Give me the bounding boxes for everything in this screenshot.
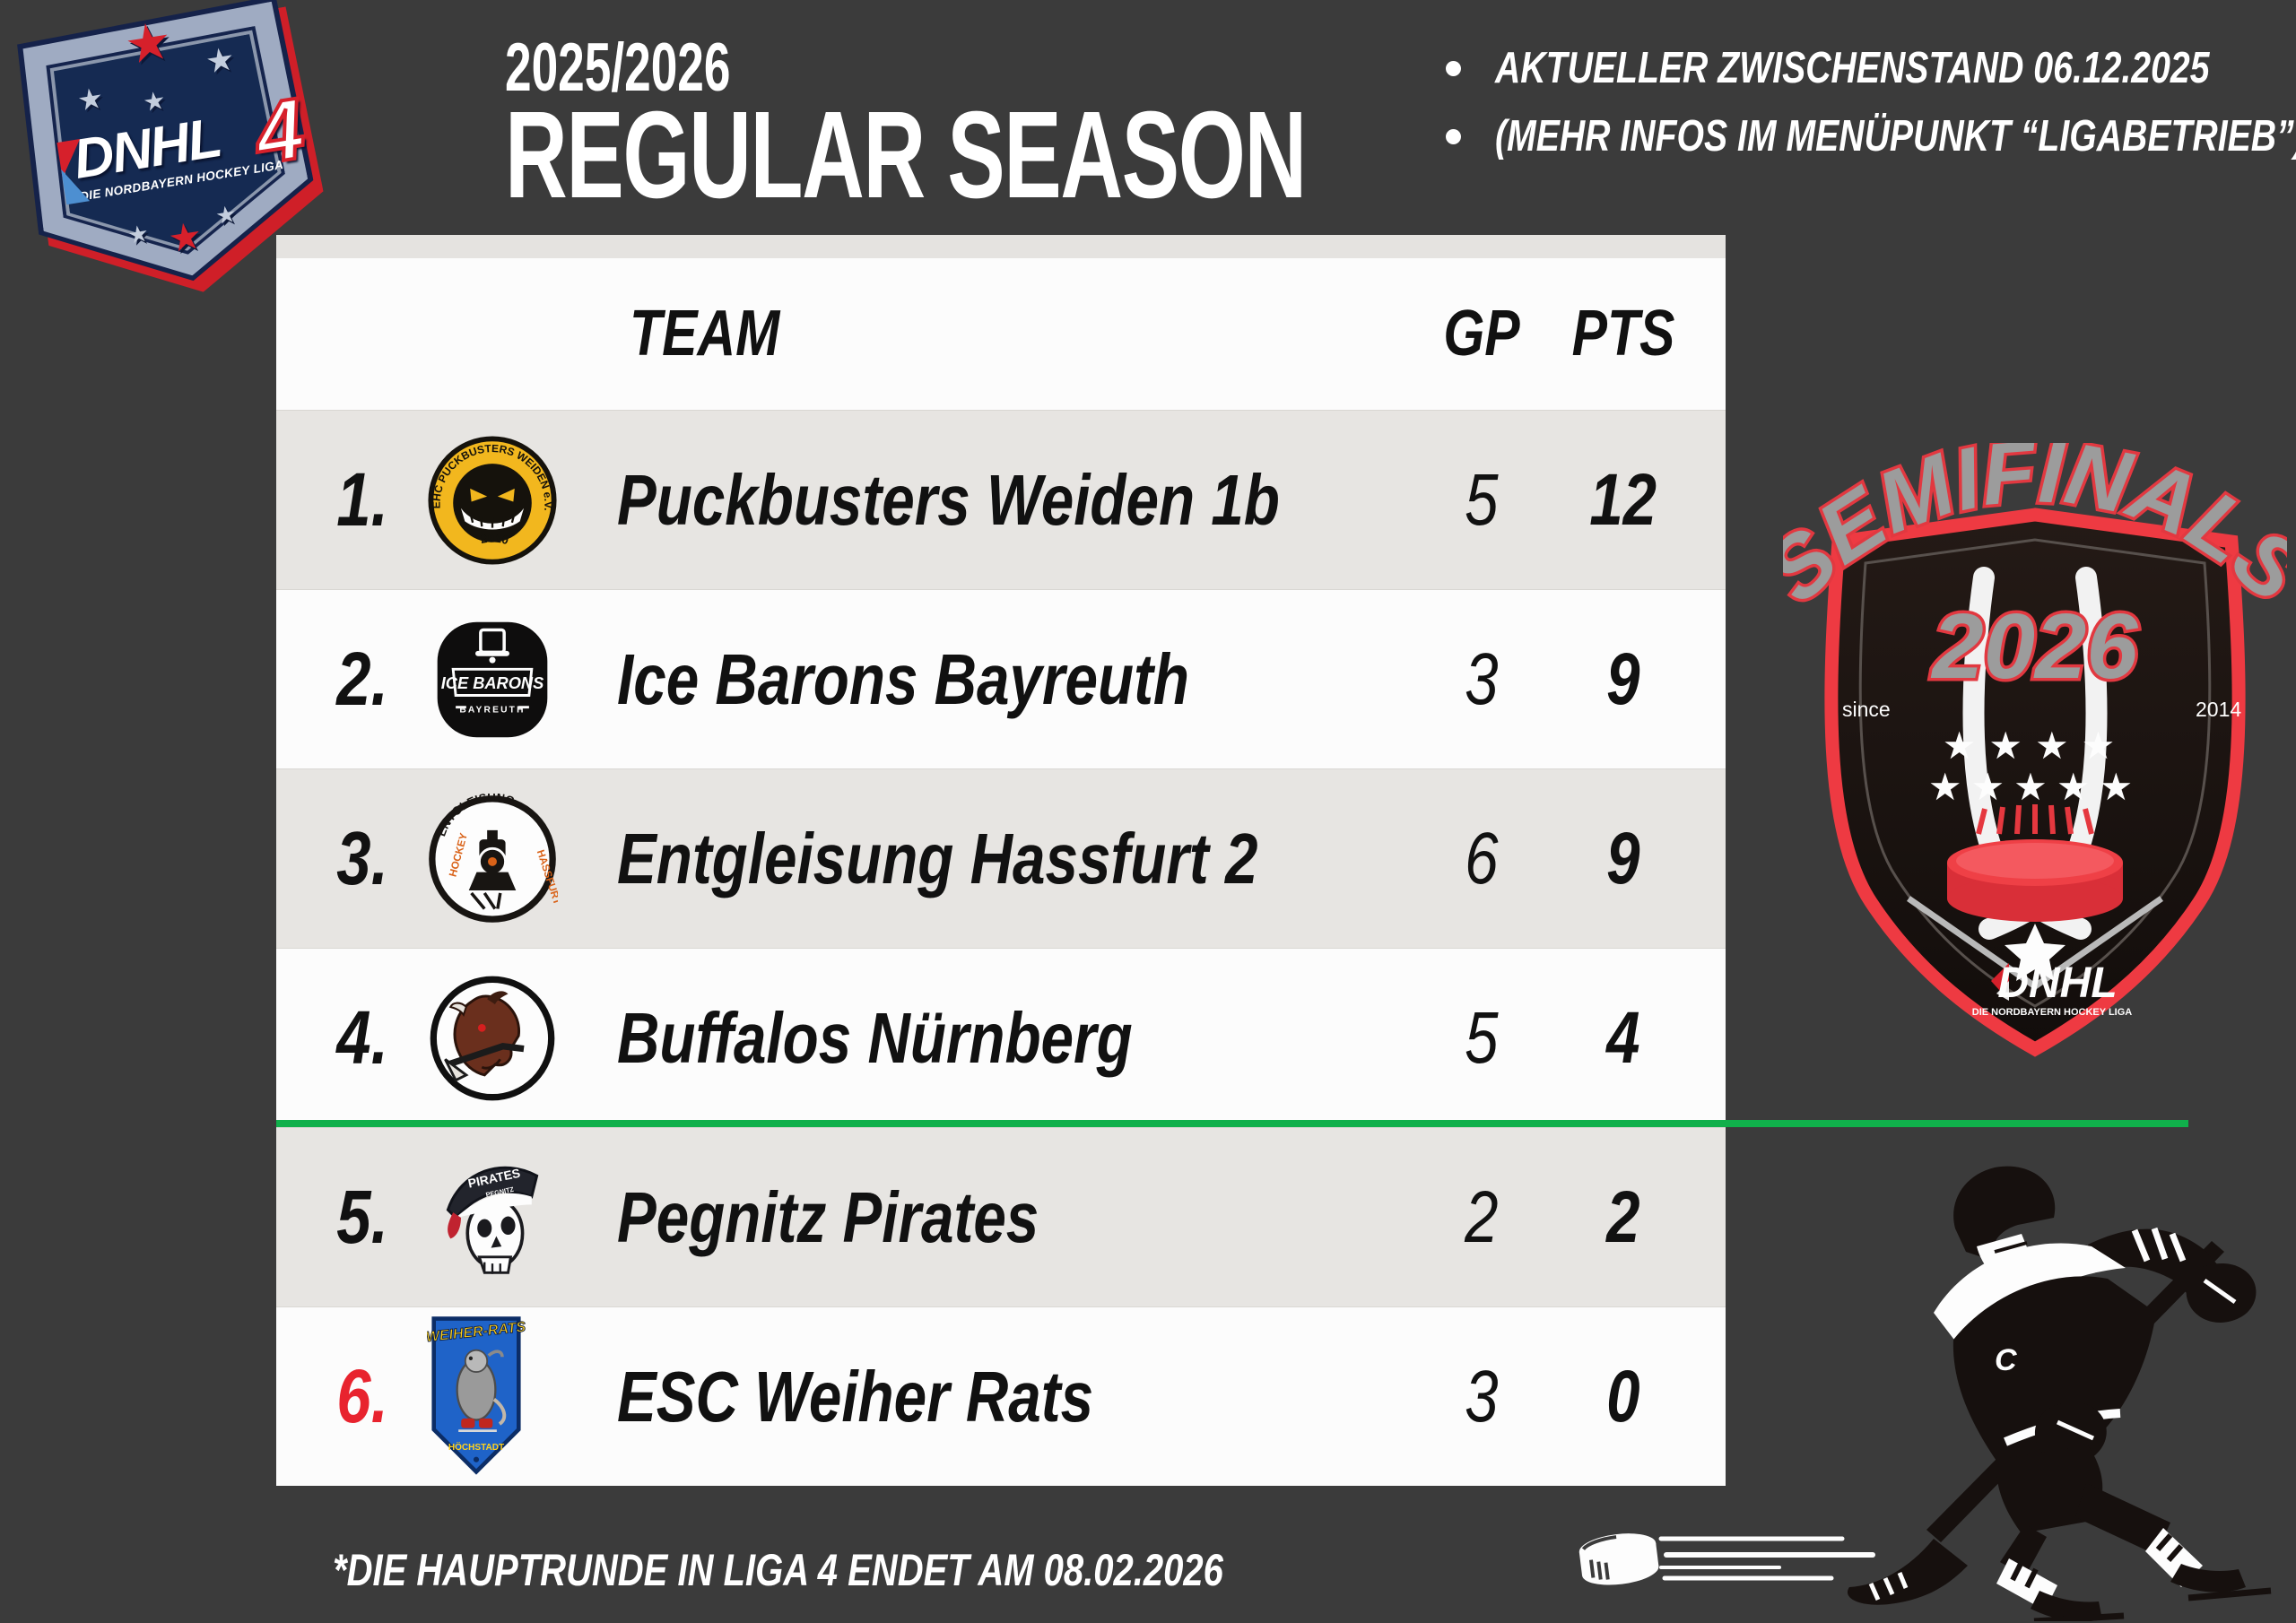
note-line: AKTUELLER ZWISCHENSTAND 06.12.2025	[1446, 34, 2289, 102]
flying-puck-icon	[1578, 1533, 1875, 1585]
note-text: (MEHR INFOS IM MENÜPUNKT “LIGABETRIEB”)	[1495, 112, 2296, 161]
table-row: 2. ICE BARONS BAYREUTH Ice Barons Bayreu…	[276, 589, 1726, 768]
standings-table: TEAM GP PTS 1. EHC PUCKBUSTERS WEIDEN e.…	[276, 235, 1726, 1486]
table-top-strip	[276, 235, 1726, 258]
rank-cell: 2.	[336, 637, 388, 721]
footnote: *DIE HAUPTRUNDE IN LIGA 4 ENDET AM 08.02…	[333, 1545, 1223, 1595]
puck-icon	[1947, 839, 2123, 922]
entgleisung-logo-icon: ENTGLEISUNG HOCKEY HASSFURT	[429, 790, 563, 923]
main-title: REGULAR SEASON	[505, 86, 1307, 224]
puck-body	[1578, 1533, 1659, 1585]
team-name: Pegnitz Pirates	[617, 1177, 1039, 1257]
team-name: ESC Weiher Rats	[617, 1357, 1094, 1436]
bullet-icon	[1446, 128, 1461, 144]
team-logo-weiher-rats: WEIHER-RATS HÖCHSTADT	[425, 1315, 558, 1475]
rank-cell: 3.	[336, 816, 388, 900]
table-row: 6. WEIHER-RATS HÖCHSTADT ESC Weiher Rats…	[276, 1306, 1726, 1486]
gp-cell: 3	[1465, 1356, 1499, 1437]
badge-year: 2026	[1930, 595, 2138, 698]
hockey-player-illustration: C	[1847, 1166, 2272, 1621]
badge-star-icon	[2005, 924, 2066, 981]
badge-stars-row1: ★★★★	[1943, 725, 2128, 767]
puck-rays	[1976, 804, 2094, 835]
playoff-cutoff-line	[276, 1120, 2188, 1127]
star-icon: ★	[141, 85, 168, 117]
team-logo-pegnitz-pirates: PIRATES PEGNITZ	[427, 1152, 558, 1283]
team-name: Buffalos Nürnberg	[617, 998, 1133, 1078]
column-header-gp: GP	[1443, 298, 1520, 369]
pirates-logo-icon: PIRATES PEGNITZ	[446, 1166, 539, 1274]
star-icon: ★	[165, 213, 205, 261]
table-row: 3. ENTGLEISUNG HOCKEY HASSFURT Entgleisu…	[276, 768, 1726, 948]
pts-cell: 4	[1606, 997, 1640, 1079]
table-row: 5. PIRATES PEGNITZ Pegnitz Pirates 2 2	[276, 1127, 1726, 1306]
page-title: 2025/2026 REGULAR SEASON	[505, 30, 1648, 224]
dnhl-league-logo: ★ ★ ★ ★ ★ ★ ★ DNHL 4 DIE NORDBAYERN HOCK…	[7, 0, 326, 304]
badge-brand: DNHL DIE NORDBAYERN HOCKEY LIGA	[1972, 959, 2133, 1018]
rank-cell: 1.	[336, 457, 388, 542]
info-notes: AKTUELLER ZWISCHENSTAND 06.12.2025 (MEHR…	[1446, 34, 2296, 170]
gp-cell: 5	[1465, 997, 1499, 1079]
star-icon: ★	[120, 11, 177, 76]
pts-cell: 2	[1606, 1176, 1640, 1258]
svg-text:ICE BARONS: ICE BARONS	[441, 673, 544, 692]
badge-since-label: since	[1842, 698, 1891, 721]
gp-cell: 3	[1465, 638, 1499, 720]
gp-cell: 2	[1465, 1176, 1499, 1258]
buffalos-logo-icon	[430, 976, 555, 1101]
semifinals-badge: ★★★★ ★★★★★ since 2014 SEMIFINALS 2026 DN…	[1783, 443, 2287, 1057]
weiher-rats-logo-icon: WEIHER-RATS HÖCHSTADT	[425, 1316, 527, 1475]
team-name: Ice Barons Bayreuth	[617, 639, 1189, 719]
team-logo-puckbusters-weiden: EHC PUCKBUSTERS WEIDEN e.V. 2010	[427, 435, 558, 566]
table-row: 1. EHC PUCKBUSTERS WEIDEN e.V. 2010 Puck…	[276, 410, 1726, 589]
team-logo-buffalos-nuernberg	[427, 973, 558, 1104]
season-label: 2025/2026	[505, 30, 731, 106]
bullet-icon	[1446, 60, 1461, 76]
gp-cell: 5	[1465, 459, 1499, 541]
rank-cell: 4.	[336, 995, 388, 1080]
pts-cell: 9	[1606, 818, 1640, 899]
badge-stars-row2: ★★★★★	[1928, 766, 2142, 808]
pts-cell: 0	[1606, 1356, 1640, 1437]
badge-chevron	[1907, 896, 2163, 991]
puckbusters-logo-icon: EHC PUCKBUSTERS WEIDEN e.V. 2010	[428, 436, 557, 565]
svg-text:HÖCHSTADT: HÖCHSTADT	[448, 1441, 505, 1453]
table-row: 4. Buffalos Nürnberg 5 4	[276, 948, 1726, 1127]
star-icon: ★	[74, 81, 106, 117]
team-logo-entgleisung-hassfurt: ENTGLEISUNG HOCKEY HASSFURT	[427, 790, 563, 924]
gp-cell: 6	[1465, 818, 1499, 899]
rank-cell: 5.	[336, 1175, 388, 1259]
svg-text:C: C	[1995, 1343, 2017, 1377]
column-header-pts: PTS	[1571, 298, 1675, 369]
team-name: Puckbusters Weiden 1b	[617, 460, 1280, 540]
note-text: AKTUELLER ZWISCHENSTAND 06.12.2025	[1495, 44, 2210, 92]
note-line: (MEHR INFOS IM MENÜPUNKT “LIGABETRIEB”)	[1446, 102, 2296, 170]
badge-since-year: 2014	[2196, 698, 2241, 721]
column-header-team: TEAM	[630, 298, 780, 369]
badge-brand-tagline: DIE NORDBAYERN HOCKEY LIGA	[1972, 1007, 2133, 1018]
ice-barons-logo-icon: ICE BARONS BAYREUTH	[437, 621, 548, 738]
pts-cell: 9	[1606, 638, 1640, 720]
team-logo-ice-barons: ICE BARONS BAYREUTH	[427, 614, 558, 745]
pts-cell: 12	[1589, 459, 1657, 541]
star-icon: ★	[203, 39, 238, 81]
svg-text:BAYREUTH: BAYREUTH	[459, 706, 525, 716]
team-name: Entgleisung Hassfurt 2	[617, 819, 1258, 898]
badge-brand-name: DNHL	[1997, 959, 2117, 1007]
star-icon: ★	[213, 199, 239, 230]
rank-cell: 6.	[336, 1354, 388, 1438]
star-icon: ★	[126, 219, 152, 249]
table-header: TEAM GP PTS	[276, 258, 1726, 410]
